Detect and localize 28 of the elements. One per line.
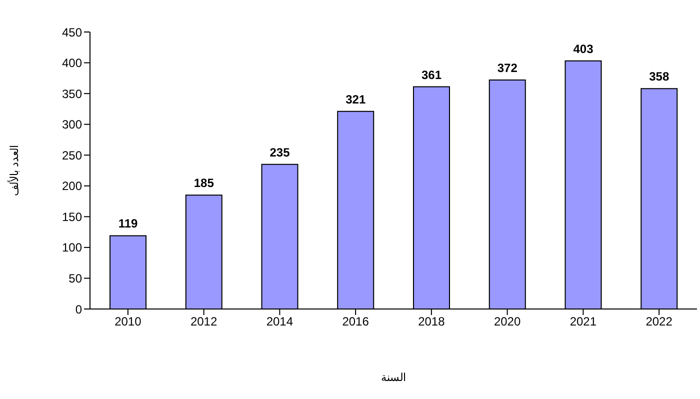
y-axis-title: العدد بالألف bbox=[6, 144, 21, 196]
y-tick-label: 0 bbox=[75, 302, 82, 316]
y-tick-label: 100 bbox=[62, 240, 82, 255]
x-tick-label: 2022 bbox=[646, 314, 673, 329]
y-tick-label: 50 bbox=[68, 271, 82, 286]
data-label: 358 bbox=[649, 70, 670, 84]
data-label: 321 bbox=[346, 92, 366, 106]
y-tick-label: 250 bbox=[62, 148, 82, 162]
x-tick-label: 2014 bbox=[266, 314, 294, 329]
data-label: 403 bbox=[573, 42, 594, 56]
x-tick-label: 2018 bbox=[418, 314, 446, 329]
data-label: 235 bbox=[270, 145, 290, 160]
x-tick-label: 2012 bbox=[190, 314, 218, 329]
y-tick-label: 150 bbox=[62, 210, 82, 224]
data-label: 361 bbox=[421, 68, 442, 82]
x-tick-label: 2020 bbox=[494, 314, 521, 329]
x-tick-label: 2010 bbox=[114, 314, 142, 329]
y-tick-label: 350 bbox=[62, 86, 82, 101]
data-label: 119 bbox=[118, 216, 138, 231]
data-label: 185 bbox=[194, 176, 214, 190]
y-tick-label: 450 bbox=[62, 25, 82, 40]
y-tick-label: 400 bbox=[62, 56, 82, 70]
x-tick-label: 2021 bbox=[570, 314, 597, 329]
x-tick-label: 2016 bbox=[342, 314, 370, 329]
data-label: 372 bbox=[497, 61, 518, 76]
x-axis-title: السنة bbox=[381, 372, 406, 384]
y-tick-label: 300 bbox=[62, 118, 82, 132]
y-tick-label: 200 bbox=[62, 179, 82, 194]
